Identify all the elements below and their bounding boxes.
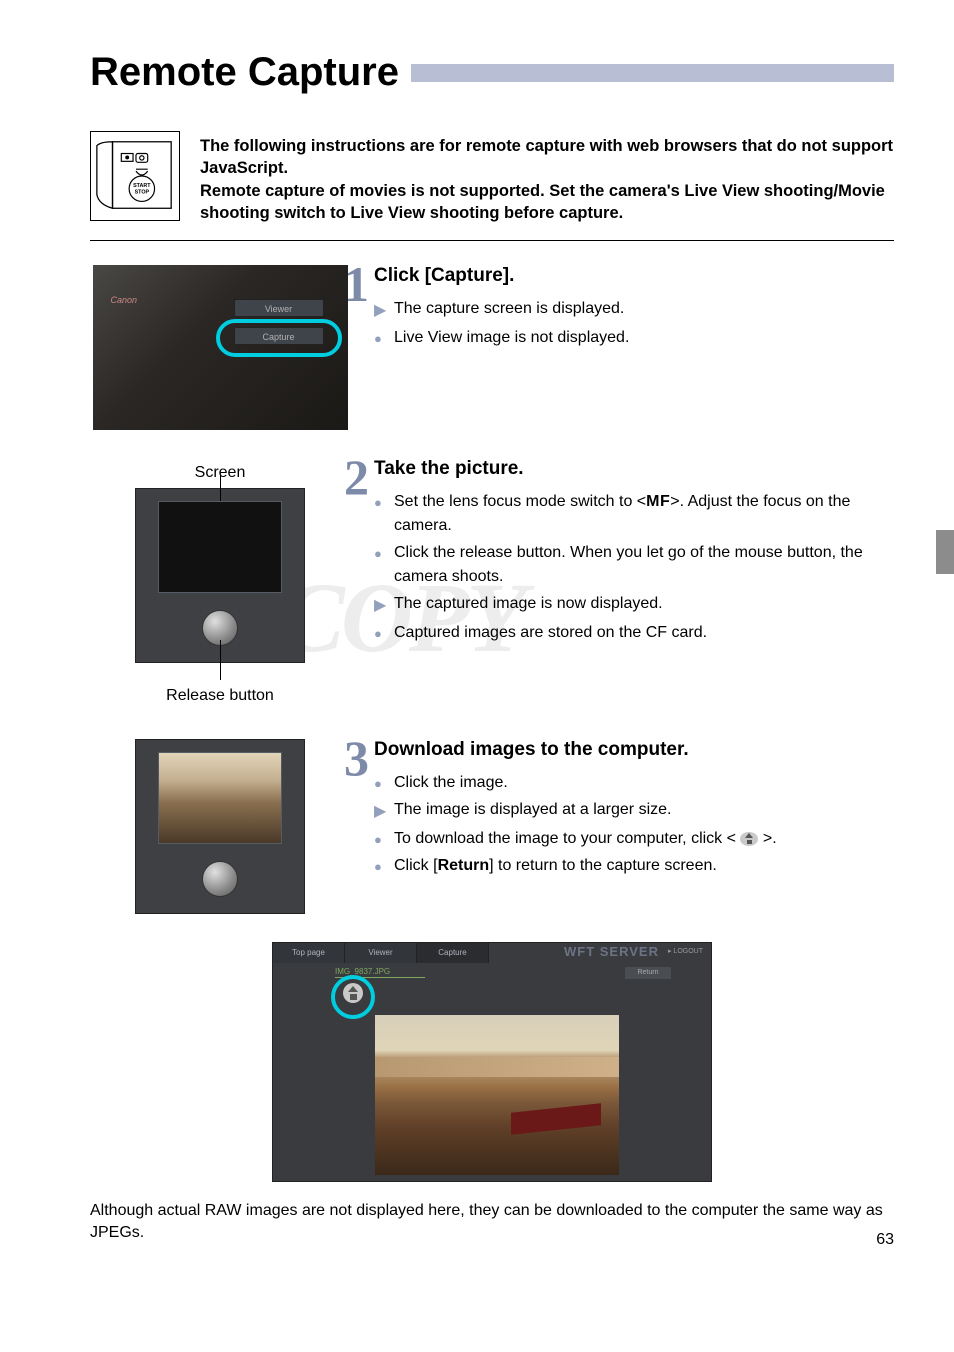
step-title: Take the picture. bbox=[374, 458, 894, 480]
viewer-button: Viewer bbox=[234, 299, 324, 317]
list-item: ●Click the image. bbox=[374, 771, 894, 795]
svg-text:STOP: STOP bbox=[135, 190, 150, 196]
tab-top-page: Top page bbox=[273, 943, 345, 963]
step-1: Canon Viewer Capture 1 Click [Capture]. … bbox=[90, 265, 894, 430]
dot-bullet-icon: ● bbox=[374, 490, 386, 538]
step-list: ●Set the lens focus mode switch to <MF>.… bbox=[374, 490, 894, 645]
intro-text: The following instructions are for remot… bbox=[200, 131, 894, 224]
page-number: 63 bbox=[876, 1231, 894, 1249]
step-title: Download images to the computer. bbox=[374, 739, 894, 761]
list-item: ●Captured images are stored on the CF ca… bbox=[374, 621, 894, 645]
arrow-bullet-icon: ▶ bbox=[374, 798, 386, 824]
step-list: ●Click the image. ▶The image is displaye… bbox=[374, 771, 894, 878]
screenshot-wft-server: Top page Viewer Capture WFT SERVER ▸ LOG… bbox=[272, 942, 712, 1182]
title-bar bbox=[411, 64, 894, 82]
return-button: Return bbox=[625, 967, 671, 979]
side-tab bbox=[936, 530, 954, 574]
dot-bullet-icon: ● bbox=[374, 541, 386, 589]
svg-text:START: START bbox=[133, 183, 151, 189]
list-item: ▶The capture screen is displayed. bbox=[374, 297, 894, 323]
filename: IMG_9837.JPG bbox=[335, 967, 390, 976]
tab-viewer: Viewer bbox=[345, 943, 417, 963]
list-item: ●Set the lens focus mode switch to <MF>.… bbox=[374, 490, 894, 538]
intro-row: START STOP The following instructions ar… bbox=[90, 131, 894, 224]
step-2: Screen Release button 2 Take the picture… bbox=[90, 458, 894, 711]
list-item: ▶The captured image is now displayed. bbox=[374, 592, 894, 618]
highlight-circle bbox=[216, 319, 342, 357]
dot-bullet-icon: ● bbox=[374, 771, 386, 795]
arrow-bullet-icon: ▶ bbox=[374, 297, 386, 323]
screenshot-capture-menu: Canon Viewer Capture bbox=[93, 265, 348, 430]
list-item: ●Click the release button. When you let … bbox=[374, 541, 894, 589]
server-title: WFT SERVER bbox=[564, 944, 659, 959]
release-caption: Release button bbox=[90, 687, 350, 705]
step-number: 2 bbox=[344, 448, 369, 506]
screenshot-blank-screen bbox=[135, 488, 305, 663]
dot-bullet-icon: ● bbox=[374, 326, 386, 350]
dot-bullet-icon: ● bbox=[374, 827, 386, 851]
footer-note: Although actual RAW images are not displ… bbox=[90, 1200, 894, 1245]
highlight-circle bbox=[331, 975, 375, 1019]
tab-capture: Capture bbox=[417, 943, 489, 963]
release-button-icon bbox=[202, 861, 238, 897]
step-list: ▶The capture screen is displayed. ●Live … bbox=[374, 297, 894, 350]
arrow-bullet-icon: ▶ bbox=[374, 592, 386, 618]
list-item: ●To download the image to your computer,… bbox=[374, 827, 894, 851]
step-title: Click [Capture]. bbox=[374, 265, 894, 287]
preview-screen bbox=[158, 501, 282, 593]
preview-image bbox=[158, 752, 282, 844]
dot-bullet-icon: ● bbox=[374, 854, 386, 878]
camera-back-icon: START STOP bbox=[90, 131, 180, 221]
camera-diagram: START STOP bbox=[90, 131, 180, 221]
list-item: ●Click [Return] to return to the capture… bbox=[374, 854, 894, 878]
title-row: Remote Capture bbox=[90, 50, 894, 95]
step-number: 3 bbox=[344, 729, 369, 787]
step-3: 3 Download images to the computer. ●Clic… bbox=[90, 739, 894, 914]
section-divider bbox=[90, 240, 894, 241]
photo-preview bbox=[375, 1015, 619, 1175]
logout-link: ▸ LOGOUT bbox=[668, 947, 703, 955]
step-number: 1 bbox=[344, 255, 369, 313]
home-icon bbox=[740, 832, 758, 846]
logo-text: Canon bbox=[111, 295, 138, 305]
page-title: Remote Capture bbox=[90, 50, 411, 95]
dot-bullet-icon: ● bbox=[374, 621, 386, 645]
screenshot-captured-image bbox=[135, 739, 305, 914]
list-item: ●Live View image is not displayed. bbox=[374, 326, 894, 350]
list-item: ▶The image is displayed at a larger size… bbox=[374, 798, 894, 824]
